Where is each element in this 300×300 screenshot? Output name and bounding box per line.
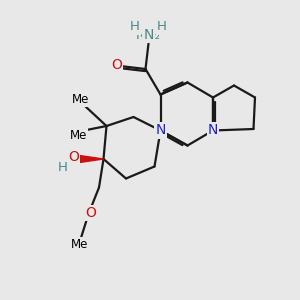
Text: H: H: [157, 20, 167, 34]
Text: O: O: [68, 150, 79, 164]
Text: O: O: [85, 206, 96, 220]
Text: Me: Me: [70, 129, 87, 142]
Text: N: N: [155, 124, 166, 137]
Text: N: N: [208, 124, 218, 137]
Text: Me: Me: [71, 238, 88, 251]
Text: Me: Me: [71, 93, 89, 106]
Text: H: H: [130, 20, 140, 34]
Text: H: H: [58, 161, 67, 174]
Polygon shape: [79, 155, 104, 163]
Text: N: N: [143, 28, 154, 42]
Text: O: O: [111, 58, 122, 71]
Text: NH₂: NH₂: [136, 28, 161, 42]
